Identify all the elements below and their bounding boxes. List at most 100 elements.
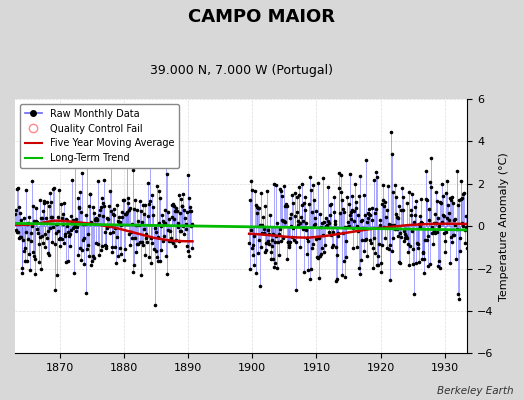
- Point: [354, 228, 362, 234]
- Point: [292, 239, 300, 245]
- Point: [270, 259, 279, 266]
- Point: [430, 228, 438, 234]
- Point: [308, 209, 316, 216]
- Point: [335, 170, 343, 176]
- Point: [42, 215, 50, 221]
- Point: [368, 217, 376, 224]
- Point: [154, 258, 162, 264]
- Point: [429, 220, 438, 227]
- Point: [92, 240, 101, 246]
- Point: [440, 230, 449, 236]
- Point: [145, 200, 154, 207]
- Legend: Raw Monthly Data, Quality Control Fail, Five Year Moving Average, Long-Term Tren: Raw Monthly Data, Quality Control Fail, …: [20, 104, 179, 168]
- Point: [250, 262, 258, 268]
- Point: [338, 197, 346, 203]
- Point: [449, 200, 457, 206]
- Point: [449, 232, 457, 238]
- Point: [382, 214, 390, 220]
- Point: [250, 233, 259, 240]
- Point: [115, 214, 124, 220]
- Point: [334, 230, 343, 237]
- Point: [294, 222, 302, 228]
- Point: [38, 215, 46, 222]
- Point: [134, 241, 142, 247]
- Point: [83, 145, 91, 152]
- Point: [154, 234, 162, 240]
- Point: [322, 224, 331, 230]
- Point: [330, 194, 339, 200]
- Point: [393, 226, 401, 232]
- Point: [107, 244, 116, 250]
- Point: [269, 231, 277, 237]
- Point: [328, 201, 336, 207]
- Point: [27, 178, 36, 184]
- Point: [60, 240, 68, 246]
- Point: [144, 213, 152, 220]
- Point: [177, 228, 185, 235]
- Point: [379, 181, 387, 188]
- Point: [461, 240, 470, 246]
- Point: [279, 235, 288, 241]
- Point: [158, 218, 167, 224]
- Point: [324, 229, 333, 236]
- Point: [255, 236, 264, 243]
- Point: [65, 233, 73, 240]
- Point: [378, 196, 387, 203]
- Point: [59, 199, 68, 206]
- Point: [321, 242, 329, 248]
- Point: [331, 218, 339, 224]
- Point: [263, 240, 271, 246]
- Point: [311, 214, 320, 221]
- Point: [141, 252, 150, 258]
- Point: [93, 216, 102, 222]
- Point: [80, 261, 89, 267]
- Point: [69, 217, 77, 223]
- Point: [385, 221, 393, 227]
- Point: [20, 215, 28, 222]
- Point: [323, 218, 332, 225]
- Point: [348, 225, 357, 232]
- Point: [81, 221, 89, 228]
- Point: [357, 217, 366, 224]
- Point: [46, 190, 54, 196]
- Point: [289, 225, 297, 232]
- Point: [121, 210, 129, 217]
- Point: [320, 218, 329, 225]
- Point: [335, 185, 344, 191]
- Point: [92, 214, 100, 221]
- Point: [162, 253, 170, 260]
- Point: [455, 234, 464, 241]
- Point: [310, 197, 319, 203]
- Point: [276, 226, 284, 232]
- Point: [11, 211, 19, 217]
- Point: [362, 156, 370, 163]
- Point: [252, 270, 260, 276]
- Point: [165, 216, 173, 222]
- Point: [424, 206, 433, 212]
- Point: [302, 226, 310, 233]
- Point: [297, 181, 305, 188]
- Point: [389, 188, 397, 195]
- Point: [354, 211, 363, 218]
- Point: [383, 207, 391, 213]
- Point: [261, 249, 269, 255]
- Point: [67, 213, 75, 220]
- Point: [437, 200, 445, 206]
- Point: [171, 208, 179, 214]
- Point: [361, 236, 369, 243]
- Point: [334, 232, 342, 239]
- Point: [384, 224, 392, 230]
- Point: [28, 223, 36, 230]
- Point: [435, 257, 444, 264]
- Point: [270, 181, 278, 187]
- Point: [253, 204, 261, 211]
- Point: [431, 188, 440, 195]
- Point: [364, 210, 373, 216]
- Point: [73, 224, 81, 230]
- Point: [430, 210, 439, 217]
- Point: [55, 236, 63, 242]
- Point: [351, 181, 359, 188]
- Point: [40, 198, 48, 204]
- Point: [346, 209, 355, 216]
- Point: [397, 207, 406, 214]
